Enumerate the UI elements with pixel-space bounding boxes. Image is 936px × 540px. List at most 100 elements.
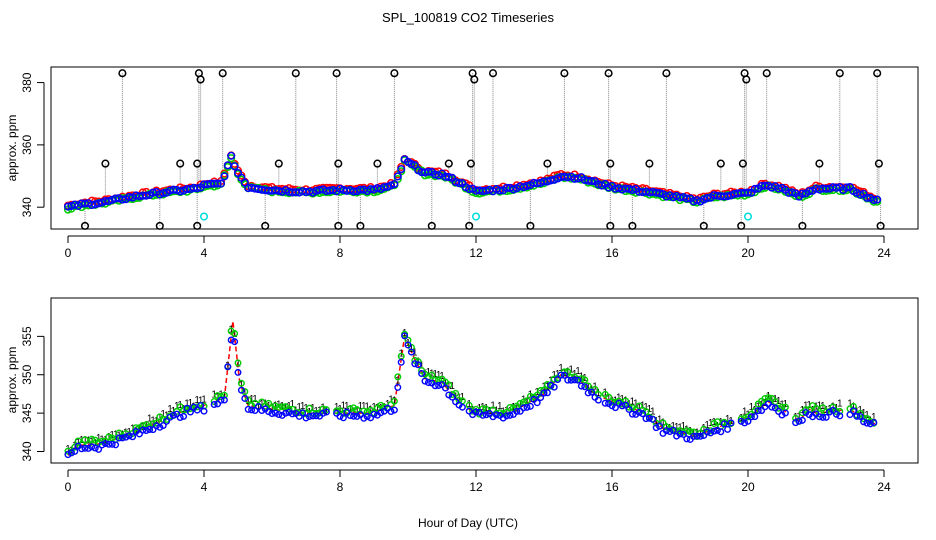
bottom-series-mark-0: 1 xyxy=(728,416,734,427)
bottom-series-point-2 xyxy=(693,432,701,440)
bottom-series-point-2 xyxy=(404,341,412,349)
top-outlier-point xyxy=(274,159,283,168)
top-x-tick-label: 4 xyxy=(201,246,208,260)
top-series-point-2 xyxy=(142,191,151,200)
bottom-series-mark-0: 1 xyxy=(364,402,370,413)
bottom-series-mark-0: 1 xyxy=(419,361,425,372)
bottom-series-point-1 xyxy=(78,440,86,448)
bottom-series-point-2 xyxy=(611,404,619,412)
bottom-series-mark-0: 1 xyxy=(528,390,534,401)
bottom-series-mark-0: 1 xyxy=(817,401,823,412)
bottom-series-point-1 xyxy=(241,388,249,396)
bottom-series-mark-0: 1 xyxy=(269,402,275,413)
top-outlier-point xyxy=(193,159,202,168)
top-series-point-2 xyxy=(842,183,851,192)
bottom-series-point-1 xyxy=(193,403,201,411)
bottom-series-point-2 xyxy=(139,426,147,434)
bottom-series-point-2 xyxy=(700,431,708,439)
bottom-series-mark-0: 1 xyxy=(201,395,207,406)
bottom-y-tick-label: 350 xyxy=(20,364,34,384)
bottom-series-mark-0: 1 xyxy=(742,407,748,418)
bottom-series-mark-0: 1 xyxy=(412,348,418,359)
bottom-series-point-1 xyxy=(173,407,181,415)
top-outlier-point xyxy=(762,69,771,78)
bottom-series-point-1 xyxy=(234,359,242,367)
bottom-series-point-2 xyxy=(414,361,422,369)
top-outlier-point xyxy=(628,221,637,230)
bottom-series-point-1 xyxy=(258,398,266,406)
bottom-series-point-1 xyxy=(271,402,279,410)
bottom-series-point-2 xyxy=(353,412,361,420)
bottom-series-point-2 xyxy=(312,412,320,420)
bottom-series-mark-0: 1 xyxy=(123,427,129,438)
bottom-series-point-2 xyxy=(411,360,419,368)
top-series-point-2 xyxy=(216,179,226,188)
bottom-series-point-2 xyxy=(394,383,402,391)
top-outlier-point xyxy=(193,221,202,230)
top-x-tick-label: 8 xyxy=(337,246,344,260)
bottom-series-mark-0: 1 xyxy=(630,397,636,408)
top-marks xyxy=(63,69,885,230)
bottom-series-point-2 xyxy=(618,402,626,410)
top-outlier-point xyxy=(526,221,535,230)
bottom-series-point-2 xyxy=(418,370,426,378)
bottom-series-mark-0: 1 xyxy=(252,394,258,405)
bottom-series-point-2 xyxy=(435,381,443,389)
bottom-x-tick-label: 4 xyxy=(201,480,208,494)
top-outlier-point xyxy=(356,221,365,230)
bottom-series-point-1 xyxy=(676,427,684,435)
top-outlier-point xyxy=(196,75,205,84)
bottom-series-point-2 xyxy=(282,409,290,417)
bottom-series-point-2 xyxy=(248,406,256,414)
bottom-series-point-2 xyxy=(656,422,664,430)
top-series-point-2 xyxy=(424,167,433,176)
bottom-series-point-2 xyxy=(448,393,456,401)
bottom-series-point-1 xyxy=(88,435,96,443)
bottom-series-mark-0: 1 xyxy=(198,396,204,407)
bottom-series-point-2 xyxy=(122,433,130,441)
top-series-point-2 xyxy=(444,173,453,182)
bottom-series-point-2 xyxy=(751,413,759,421)
bottom-series-mark-0: 1 xyxy=(194,395,200,406)
bottom-series-point-2 xyxy=(193,406,201,414)
top-outlier-point xyxy=(606,159,615,168)
bottom-series-point-2 xyxy=(95,445,103,453)
top-outlier-point xyxy=(560,69,569,78)
bottom-series-mark-0: 1 xyxy=(660,417,666,428)
bottom-series-point-2 xyxy=(336,412,344,420)
bottom-series-point-2 xyxy=(829,406,837,414)
bottom-series-point-2 xyxy=(152,422,160,430)
top-series-point-2 xyxy=(159,189,168,198)
bottom-series-point-1 xyxy=(683,427,691,435)
bottom-series-point-2 xyxy=(237,386,245,394)
top-series-point-2 xyxy=(587,176,596,186)
bottom-series-mark-0: 1 xyxy=(188,398,194,409)
bottom-series-point-2 xyxy=(571,376,579,384)
bottom-series-point-2 xyxy=(244,405,252,413)
top-outlier-point xyxy=(543,159,552,168)
bottom-series-mark-0: 1 xyxy=(432,369,438,380)
bottom-series-point-2 xyxy=(129,433,137,441)
top-outlier-point xyxy=(291,69,300,78)
top-series-point-2 xyxy=(682,194,691,203)
bottom-series-point-1 xyxy=(360,407,368,415)
bottom-series-mark-0: 1 xyxy=(650,407,656,418)
top-x-tick-label: 20 xyxy=(741,246,755,260)
bottom-series-point-2 xyxy=(241,394,249,402)
bottom-series-point-2 xyxy=(156,423,164,431)
bottom-series-mark-0: 1 xyxy=(446,381,452,392)
bottom-series-mark-0: 1 xyxy=(813,401,819,412)
bottom-series-point-2 xyxy=(537,394,545,402)
bottom-series-point-1 xyxy=(64,447,72,455)
bottom-series-point-2 xyxy=(836,412,844,420)
bottom-plot-frame xyxy=(50,297,919,464)
bottom-series-point-1 xyxy=(278,403,286,411)
bottom-series-mark-0: 1 xyxy=(640,400,646,411)
bottom-series-point-2 xyxy=(251,407,259,415)
bottom-series-point-1 xyxy=(139,421,147,429)
bottom-series-mark-0: 1 xyxy=(113,430,119,441)
bottom-series-mark-0: 1 xyxy=(361,401,367,412)
bottom-series-point-2 xyxy=(112,441,120,449)
bottom-series-point-2 xyxy=(554,376,562,384)
bottom-series-mark-0: 1 xyxy=(670,421,676,432)
